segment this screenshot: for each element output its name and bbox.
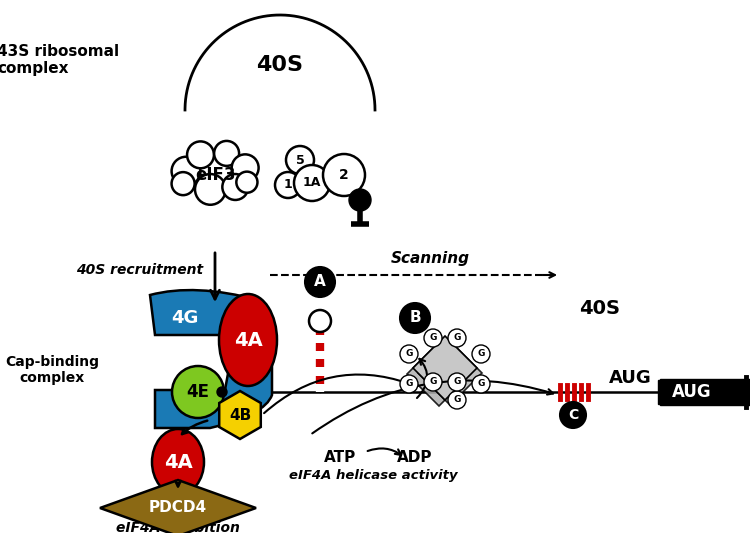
Circle shape xyxy=(560,402,586,428)
Text: eIF4A inhibition: eIF4A inhibition xyxy=(116,521,240,533)
Circle shape xyxy=(187,141,214,168)
Text: A: A xyxy=(314,274,326,289)
Circle shape xyxy=(275,172,301,198)
Text: AUG: AUG xyxy=(609,369,651,387)
Polygon shape xyxy=(185,15,375,110)
FancyBboxPatch shape xyxy=(658,380,743,404)
Text: 4B: 4B xyxy=(229,408,251,423)
Text: 1: 1 xyxy=(284,179,292,191)
Polygon shape xyxy=(219,391,261,439)
Text: Cap-binding
complex: Cap-binding complex xyxy=(5,355,99,385)
Circle shape xyxy=(448,391,466,409)
Text: G: G xyxy=(429,334,436,343)
Circle shape xyxy=(196,156,234,194)
Text: AUG: AUG xyxy=(672,383,712,401)
Text: 4E: 4E xyxy=(187,383,209,401)
Circle shape xyxy=(236,172,257,193)
Text: 4G: 4G xyxy=(171,309,199,327)
Circle shape xyxy=(448,373,466,391)
Circle shape xyxy=(294,165,330,201)
Circle shape xyxy=(424,329,442,347)
Text: 4A: 4A xyxy=(164,453,192,472)
Text: ADP: ADP xyxy=(398,450,433,465)
Circle shape xyxy=(305,267,335,297)
Circle shape xyxy=(286,146,314,174)
Text: 4A: 4A xyxy=(234,330,262,350)
Circle shape xyxy=(222,174,248,200)
FancyBboxPatch shape xyxy=(660,379,750,405)
Circle shape xyxy=(172,172,194,195)
Circle shape xyxy=(214,141,239,166)
Text: 43S ribosomal
complex: 43S ribosomal complex xyxy=(0,44,119,76)
Circle shape xyxy=(309,310,331,332)
Circle shape xyxy=(349,189,371,211)
Ellipse shape xyxy=(219,294,277,386)
Text: G: G xyxy=(477,379,484,389)
Circle shape xyxy=(172,366,224,418)
Text: PDCD4: PDCD4 xyxy=(149,500,207,515)
Text: G: G xyxy=(453,395,460,405)
Text: 40S: 40S xyxy=(580,298,620,318)
Ellipse shape xyxy=(152,429,204,495)
Text: 40S: 40S xyxy=(256,55,304,75)
Text: 5: 5 xyxy=(296,154,304,166)
Text: G: G xyxy=(405,379,412,389)
Text: G: G xyxy=(453,377,460,386)
Text: 1A: 1A xyxy=(303,176,321,190)
Circle shape xyxy=(400,345,418,363)
Circle shape xyxy=(400,303,430,333)
Circle shape xyxy=(232,155,259,181)
Circle shape xyxy=(472,345,490,363)
Text: C: C xyxy=(568,408,578,422)
Text: eIF4A helicase activity: eIF4A helicase activity xyxy=(289,470,458,482)
Text: ATP: ATP xyxy=(324,450,356,465)
Circle shape xyxy=(472,375,490,393)
Text: 2: 2 xyxy=(339,168,349,182)
Polygon shape xyxy=(418,341,482,405)
PathPatch shape xyxy=(150,290,272,428)
Polygon shape xyxy=(407,342,471,406)
Circle shape xyxy=(400,375,418,393)
Polygon shape xyxy=(100,480,256,533)
Text: 40S recruitment: 40S recruitment xyxy=(76,263,203,277)
Text: G: G xyxy=(429,377,436,386)
Circle shape xyxy=(448,329,466,347)
Text: eIF3: eIF3 xyxy=(195,166,236,184)
Text: G: G xyxy=(405,350,412,359)
Circle shape xyxy=(172,157,200,185)
Text: G: G xyxy=(477,350,484,359)
Circle shape xyxy=(323,154,365,196)
Circle shape xyxy=(195,174,226,205)
Circle shape xyxy=(217,387,227,397)
Polygon shape xyxy=(413,336,477,400)
Text: B: B xyxy=(410,311,421,326)
Text: G: G xyxy=(453,334,460,343)
Text: Scanning: Scanning xyxy=(391,251,470,265)
Circle shape xyxy=(424,373,442,391)
